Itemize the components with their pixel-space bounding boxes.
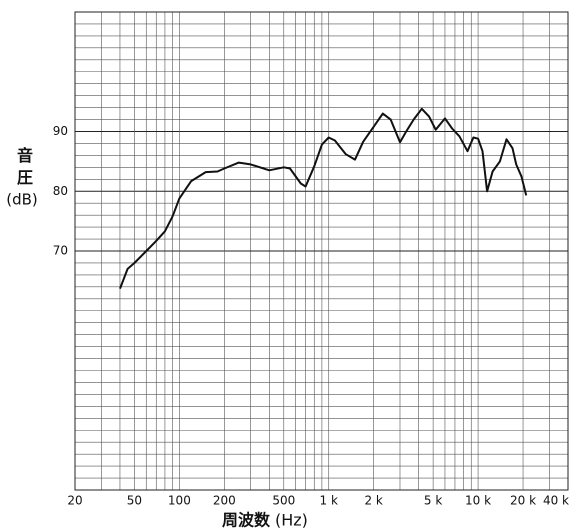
y-tick-label: 70 [53, 244, 68, 258]
x-tick-label: 20 [67, 494, 82, 508]
y-axis-unit: (dB) [6, 191, 38, 209]
x-tick-label: 10 k [465, 494, 491, 508]
x-tick-label: 5 k [424, 494, 442, 508]
y-axis-label: 音圧 [17, 146, 33, 187]
plot-frame [74, 11, 569, 491]
x-tick-label: 40 k [543, 494, 569, 508]
x-tick-label: 2 k [364, 494, 382, 508]
response-curve [119, 107, 528, 289]
x-tick-label: 200 [213, 494, 236, 508]
x-tick-label: 20 k [510, 494, 536, 508]
x-tick-label: 50 [127, 494, 142, 508]
x-tick-label: 1 k [320, 494, 338, 508]
x-axis-unit: (Hz) [275, 511, 308, 530]
y-tick-label: 90 [53, 124, 68, 138]
y-tick-label: 80 [53, 184, 68, 198]
x-tick-label: 500 [272, 494, 295, 508]
x-tick-label: 100 [168, 494, 191, 508]
x-axis-label: 周波数 [222, 511, 271, 530]
